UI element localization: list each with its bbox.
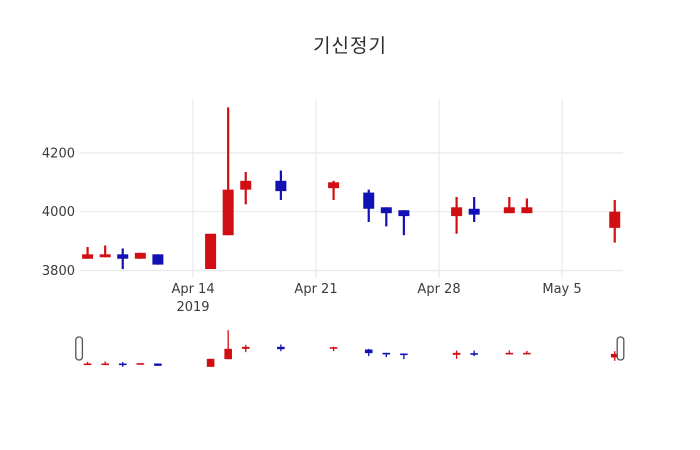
rangeslider-left-handle[interactable]: [75, 336, 84, 361]
candle-body-up[interactable]: [99, 254, 111, 258]
candle-body-up[interactable]: [503, 207, 515, 214]
candle-body-up[interactable]: [609, 211, 621, 228]
rangeslider-candle-body: [224, 348, 232, 360]
rangeslider-candle-body: [277, 346, 285, 350]
x-tick-label: Apr 21: [294, 282, 337, 297]
rangeslider-track[interactable]: [80, 329, 623, 373]
rangeslider-candle-body: [610, 353, 619, 358]
candle-body-up[interactable]: [205, 233, 217, 270]
x-tick-label: Apr 14: [171, 282, 214, 297]
rangeslider-candle-body: [118, 363, 127, 366]
candle-body-up[interactable]: [82, 254, 94, 259]
rangeslider-candle-body: [505, 352, 514, 355]
rangeslider-candle-body: [470, 353, 478, 355]
y-tick-label: 4000: [42, 205, 75, 220]
candle-body-up[interactable]: [521, 207, 533, 214]
candle-body-up[interactable]: [240, 180, 252, 190]
candle-body-up[interactable]: [134, 252, 146, 259]
rangeslider-candle-body: [101, 363, 109, 366]
rangeslider-candle-body: [154, 363, 162, 366]
x-tick-label: Apr 28: [417, 282, 460, 297]
candle-body-up[interactable]: [222, 189, 234, 236]
rangeslider-candle-body: [329, 347, 338, 349]
candle-body-down[interactable]: [152, 254, 164, 265]
chart-title: 기신정기: [313, 35, 387, 57]
rangeslider-candle-body: [83, 363, 92, 366]
rangeslider-candle-body: [206, 358, 215, 367]
rangeslider-candle-body: [364, 349, 373, 354]
candle-body-down[interactable]: [468, 208, 480, 215]
y-tick-label: 4200: [42, 146, 75, 161]
candle-body-down[interactable]: [363, 192, 375, 209]
rangeslider-candle-body: [136, 363, 145, 365]
x-tick-year-label: 2019: [176, 300, 209, 315]
rangeslider-candle-body: [452, 352, 461, 355]
candle-body-down[interactable]: [117, 254, 129, 259]
rangeslider-candle-body: [523, 352, 531, 355]
rangeslider-candle-body: [400, 353, 408, 356]
y-tick-label: 3800: [42, 264, 75, 279]
x-tick-label: May 5: [542, 282, 581, 297]
candle-body-down[interactable]: [398, 210, 410, 217]
rangeslider-right-handle[interactable]: [616, 336, 625, 361]
rangeslider-candle-body: [241, 346, 250, 349]
candle-body-up[interactable]: [328, 182, 340, 189]
rangeslider-candle-body: [382, 352, 391, 355]
candle-body-down[interactable]: [275, 180, 287, 192]
candle-body-down[interactable]: [380, 207, 392, 214]
candle-body-up[interactable]: [451, 207, 463, 217]
